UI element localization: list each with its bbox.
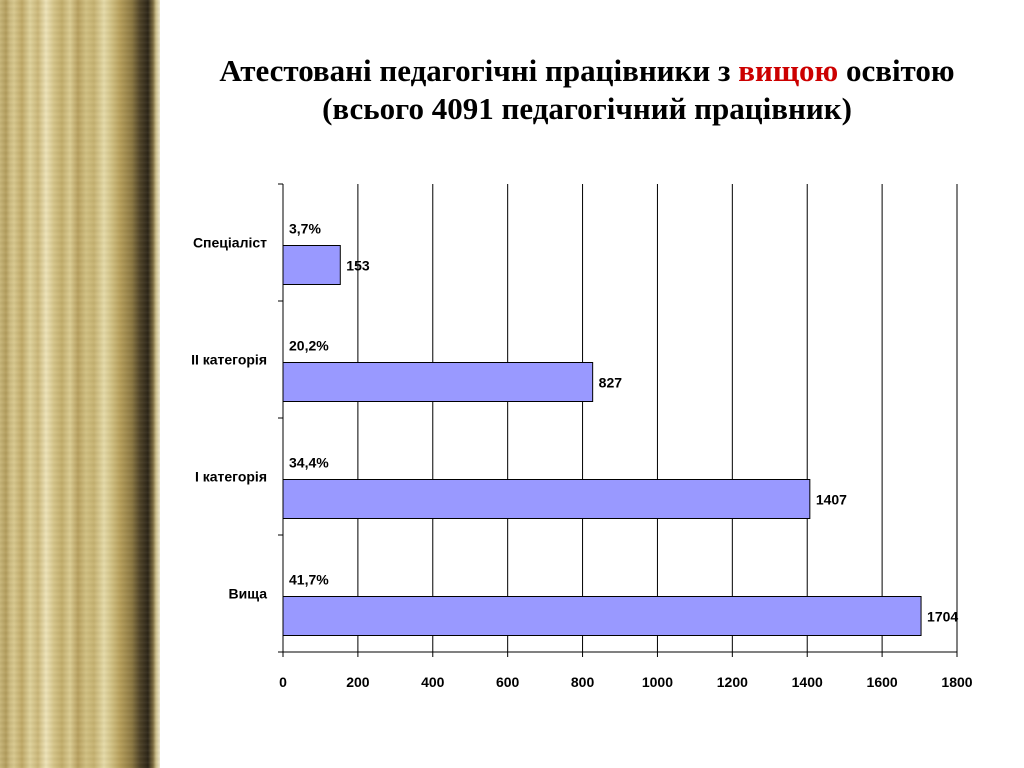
value-label: 153 xyxy=(346,258,370,274)
slide-title: Атестовані педагогічні працівники з вищо… xyxy=(170,52,1004,128)
x-tick-label: 1200 xyxy=(717,674,748,690)
x-tick-label: 1400 xyxy=(792,674,823,690)
x-tick-label: 1800 xyxy=(941,674,972,690)
x-tick-label: 800 xyxy=(571,674,595,690)
decorative-side-border xyxy=(0,0,160,768)
value-label: 1704 xyxy=(927,609,958,625)
percent-label: 34,4% xyxy=(289,455,329,471)
title-highlight: вищою xyxy=(738,53,839,88)
x-tick-label: 1600 xyxy=(867,674,898,690)
value-label: 827 xyxy=(599,375,623,391)
percent-label: 20,2% xyxy=(289,338,329,354)
category-label: І категорія xyxy=(195,469,267,485)
bar-3 xyxy=(282,479,811,519)
x-tick-label: 400 xyxy=(421,674,445,690)
title-line-1: Атестовані педагогічні працівники з вищо… xyxy=(170,52,1004,90)
x-tick-label: 1000 xyxy=(642,674,673,690)
x-tick-label: 0 xyxy=(279,674,287,690)
value-label: 1407 xyxy=(816,492,847,508)
title-part-1: Атестовані педагогічні працівники з xyxy=(219,53,739,88)
x-tick-label: 200 xyxy=(346,674,370,690)
category-label: Вища xyxy=(229,586,268,602)
bar-1 xyxy=(282,245,341,285)
title-line-2: (всього 4091 педагогічний працівник) xyxy=(322,91,852,126)
percent-label: 41,7% xyxy=(289,572,329,588)
category-label: Спеціаліст xyxy=(193,235,267,251)
bar-2 xyxy=(282,362,594,402)
bar-4 xyxy=(282,596,922,636)
percent-label: 3,7% xyxy=(289,221,321,237)
category-label: ІІ категорія xyxy=(191,352,267,368)
x-tick-label: 600 xyxy=(496,674,520,690)
title-part-2: освітою xyxy=(838,53,955,88)
